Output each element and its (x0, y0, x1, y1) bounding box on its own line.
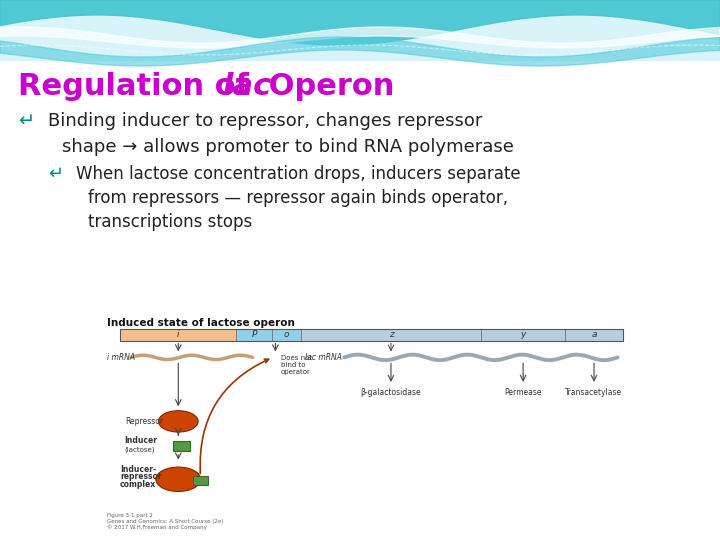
Text: repressor: repressor (120, 472, 162, 481)
Text: z: z (389, 330, 393, 339)
FancyArrowPatch shape (200, 359, 269, 474)
Text: Does not
bind to
operator: Does not bind to operator (281, 355, 312, 375)
Text: Binding inducer to repressor, changes repressor: Binding inducer to repressor, changes re… (48, 112, 482, 130)
Text: Inducer: Inducer (125, 436, 157, 445)
Text: transcriptions stops: transcriptions stops (88, 213, 252, 231)
Text: Permease: Permease (505, 388, 542, 397)
Text: (lactose): (lactose) (125, 447, 155, 454)
Text: a: a (591, 330, 597, 339)
Text: β-galactosidase: β-galactosidase (361, 388, 421, 397)
Bar (301, 329, 481, 341)
Bar (193, 476, 208, 485)
Ellipse shape (156, 467, 201, 491)
Text: ↵: ↵ (48, 165, 63, 183)
Ellipse shape (158, 411, 198, 432)
Bar (173, 442, 190, 451)
Text: shape → allows promoter to bind RNA polymerase: shape → allows promoter to bind RNA poly… (62, 138, 514, 156)
Text: lac: lac (222, 72, 271, 101)
Text: Repressor: Repressor (125, 417, 163, 426)
Text: from repressors — repressor again binds operator,: from repressors — repressor again binds … (88, 189, 508, 207)
Bar (236, 329, 271, 341)
Text: Regulation of: Regulation of (18, 72, 259, 101)
Bar (565, 329, 623, 341)
Bar (271, 329, 301, 341)
Text: When lactose concentration drops, inducers separate: When lactose concentration drops, induce… (76, 165, 521, 183)
Text: Induced state of lactose operon: Induced state of lactose operon (107, 318, 295, 328)
Text: lac mRNA: lac mRNA (305, 353, 341, 362)
Text: i: i (177, 330, 179, 339)
Text: Transacetylase: Transacetylase (565, 388, 623, 397)
Text: o: o (284, 330, 289, 339)
Text: ↵: ↵ (18, 112, 35, 131)
Text: i mRNA: i mRNA (107, 353, 135, 362)
Bar (481, 329, 565, 341)
Text: Figure 3-1 part 2
Genes and Genomics: A Short Course (2e)
© 2017 W.H.Freeman and: Figure 3-1 part 2 Genes and Genomics: A … (107, 513, 223, 530)
Bar (120, 329, 623, 341)
Text: Inducer-: Inducer- (120, 464, 156, 474)
Text: Operon: Operon (258, 72, 395, 101)
Text: y: y (521, 330, 526, 339)
Text: P: P (251, 330, 257, 339)
Bar (120, 329, 236, 341)
Text: complex: complex (120, 480, 156, 489)
